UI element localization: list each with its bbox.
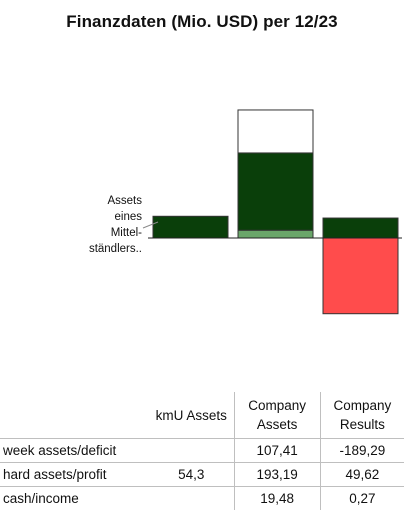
annotation-line: ständlers.. [50, 241, 142, 257]
annotation-line: Mittel- [50, 225, 142, 241]
table-cell: 49,62 [320, 463, 404, 487]
table-cell: 54,3 [149, 463, 234, 487]
chart-plot [0, 0, 404, 380]
row-label: week assets/deficit [0, 439, 149, 463]
table-header-cell: Company Assets [234, 392, 320, 439]
table-cell: 193,19 [234, 463, 320, 487]
bar-company-cash [238, 230, 313, 238]
table-cell: 107,41 [234, 439, 320, 463]
table-row: week assets/deficit 107,41 -189,29 [0, 439, 404, 463]
table-cell: 19,48 [234, 487, 320, 510]
table-header-cell: kmU Assets [149, 392, 234, 439]
annotation-line: Assets [50, 193, 142, 209]
chart-annotation: Assets eines Mittel- ständlers.. [50, 193, 142, 257]
table-cell [149, 487, 234, 510]
table-cell [149, 439, 234, 463]
table-header-cell [0, 392, 149, 439]
row-label: hard assets/profit [0, 463, 149, 487]
bar-kmu-hard-assets [153, 216, 228, 238]
table-cell: -189,29 [320, 439, 404, 463]
table-row: cash/income 19,48 0,27 [0, 487, 404, 510]
table-row: hard assets/profit 54,3 193,19 49,62 [0, 463, 404, 487]
table-header-row: kmU Assets Company Assets Company Result… [0, 392, 404, 439]
data-table: kmU Assets Company Assets Company Result… [0, 392, 404, 510]
bar-company-hard-assets [238, 153, 313, 230]
annotation-line: eines [50, 209, 142, 225]
table-header-cell: Company Results [320, 392, 404, 439]
bar-company-week-assets [238, 110, 313, 153]
row-label: cash/income [0, 487, 149, 510]
bar-results-profit [323, 218, 398, 238]
table-cell: 0,27 [320, 487, 404, 510]
bar-results-deficit [323, 238, 398, 314]
